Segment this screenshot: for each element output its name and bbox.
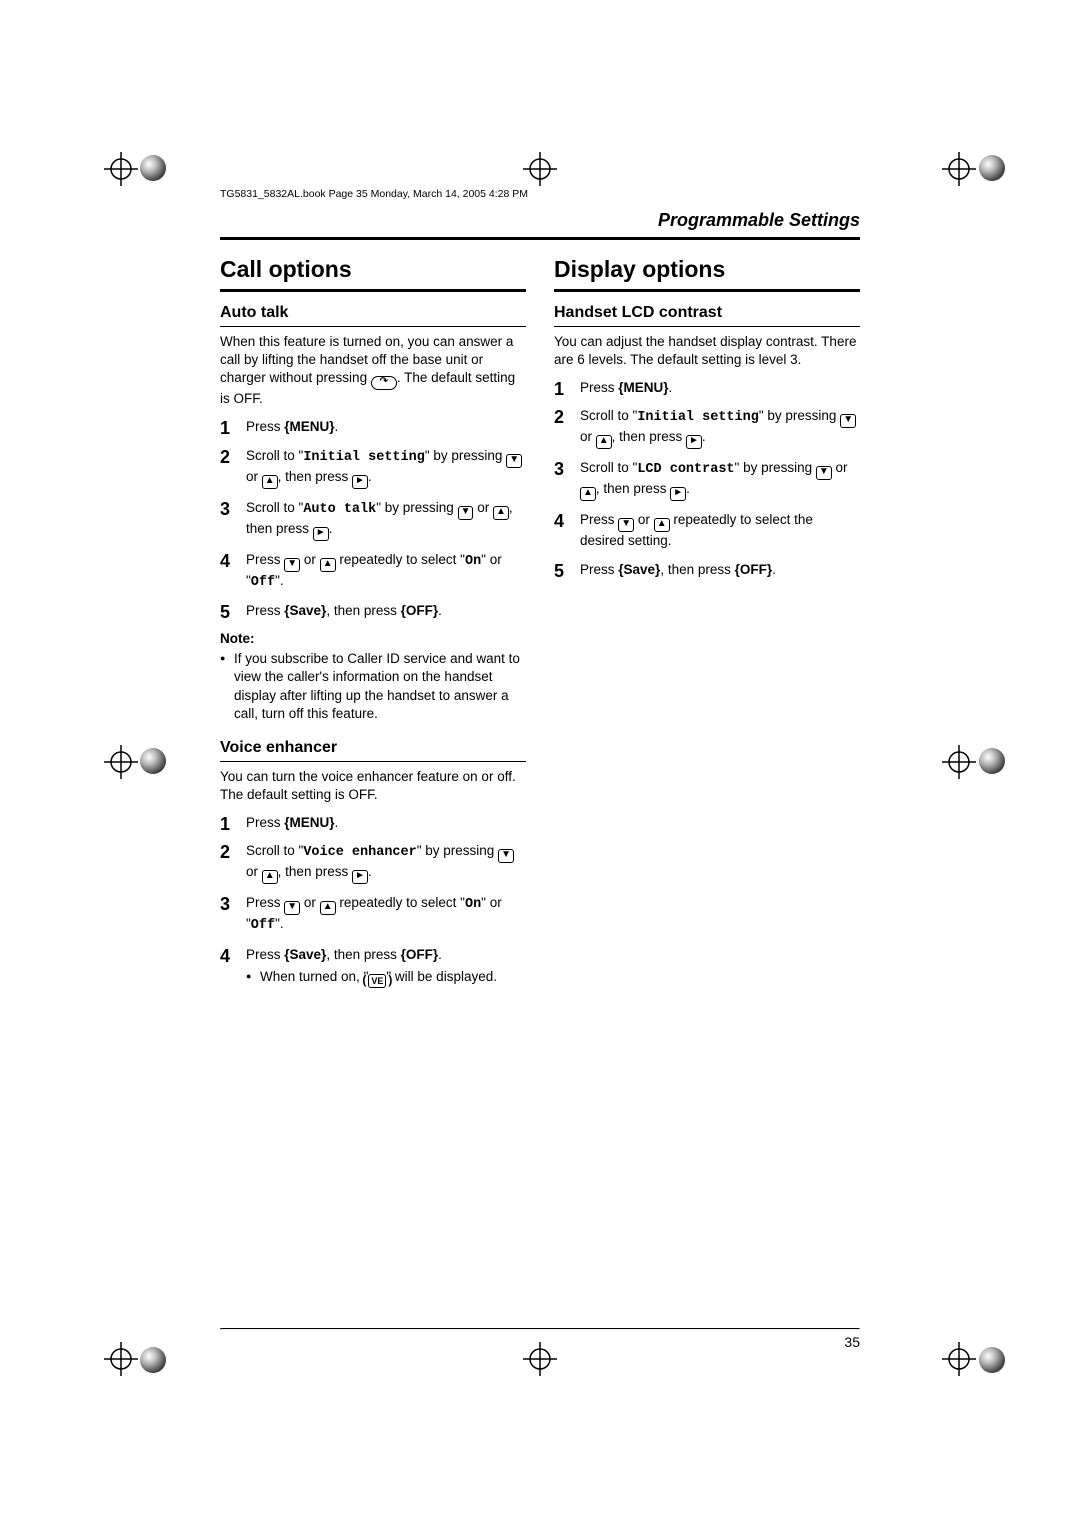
crop-mark [104,152,138,186]
talk-key-icon: ↷ [371,376,397,390]
step: Press ▼ or ▲ repeatedly to select the de… [554,511,860,550]
up-key-icon: ▲ [580,487,596,501]
step: Scroll to "Initial setting" by pressing … [554,407,860,449]
page-content: TG5831_5832AL.book Page 35 Monday, March… [220,210,860,1318]
up-key-icon: ▲ [262,475,278,489]
crop-mark [104,745,138,779]
auto-talk-steps: Press {MENU}. Scroll to "Initial setting… [220,418,526,620]
up-key-icon: ▲ [262,870,278,884]
step: Press {MENU}. [554,379,860,397]
up-key-icon: ▲ [596,435,612,449]
step: Scroll to "LCD contrast" by pressing ▼ o… [554,459,860,501]
down-key-icon: ▼ [816,466,832,480]
step: Press {Save}, then press {OFF}. [220,602,526,620]
up-key-icon: ▲ [654,518,670,532]
auto-talk-intro: When this feature is turned on, you can … [220,333,526,409]
subheading-rule [220,761,526,762]
section-rule [220,237,860,240]
down-key-icon: ▼ [458,506,474,520]
ve-icon: VE [368,974,386,988]
heading-call-options: Call options [220,254,526,285]
right-key-icon: ► [686,435,702,449]
voice-enhancer-intro: You can turn the voice enhancer feature … [220,768,526,804]
down-key-icon: ▼ [498,849,514,863]
crop-mark [942,1342,976,1376]
registration-ball [979,155,1005,181]
note-list: If you subscribe to Caller ID service an… [220,650,526,723]
crop-mark [942,152,976,186]
step: Scroll to "Voice enhancer" by pressing ▼… [220,842,526,884]
up-key-icon: ▲ [493,506,509,520]
lcd-steps: Press {MENU}. Scroll to "Initial setting… [554,379,860,579]
crop-mark [942,745,976,779]
step: Press {MENU}. [220,814,526,832]
step: Press {Save}, then press {OFF}. [554,561,860,579]
down-key-icon: ▼ [506,454,522,468]
registration-ball [140,155,166,181]
step: Press {MENU}. [220,418,526,436]
step: Press ▼ or ▲ repeatedly to select "On" o… [220,551,526,592]
down-key-icon: ▼ [840,414,856,428]
registration-ball [979,1347,1005,1373]
up-key-icon: ▲ [320,558,336,572]
down-key-icon: ▼ [618,518,634,532]
up-key-icon: ▲ [320,901,336,915]
subheading-rule [220,326,526,327]
right-key-icon: ► [352,475,368,489]
heading-lcd-contrast: Handset LCD contrast [554,302,860,324]
down-key-icon: ▼ [284,558,300,572]
registration-ball [140,1347,166,1373]
subheading-rule [554,326,860,327]
right-column: Display options Handset LCD contrast You… [554,254,860,998]
crop-mark [523,1342,557,1376]
right-key-icon: ► [352,870,368,884]
crop-mark [523,152,557,186]
voice-enhancer-steps: Press {MENU}. Scroll to "Voice enhancer"… [220,814,526,988]
right-key-icon: ► [313,527,329,541]
step: Scroll to "Initial setting" by pressing … [220,447,526,489]
page-bottom-rule [220,1328,860,1330]
crop-mark [104,1342,138,1376]
heading-display-options: Display options [554,254,860,285]
left-column: Call options Auto talk When this feature… [220,254,526,998]
step: Press ▼ or ▲ repeatedly to select "On" o… [220,894,526,935]
registration-ball [140,748,166,774]
heading-voice-enhancer: Voice enhancer [220,737,526,759]
heading-auto-talk: Auto talk [220,302,526,324]
page-number: 35 [844,1334,860,1350]
lcd-intro: You can adjust the handset display contr… [554,333,860,369]
down-key-icon: ▼ [284,901,300,915]
section-header: Programmable Settings [220,210,860,231]
right-key-icon: ► [670,487,686,501]
pdf-header-line: TG5831_5832AL.book Page 35 Monday, March… [220,188,528,200]
step: Scroll to "Auto talk" by pressing ▼ or ▲… [220,499,526,541]
heading-rule [554,289,860,292]
registration-ball [979,748,1005,774]
note-item: If you subscribe to Caller ID service an… [234,650,526,723]
step: Press {Save}, then press {OFF}. When tur… [220,946,526,988]
sub-note: When turned on, "VE" will be displayed. [260,968,526,988]
note-label: Note: [220,630,526,648]
heading-rule [220,289,526,292]
